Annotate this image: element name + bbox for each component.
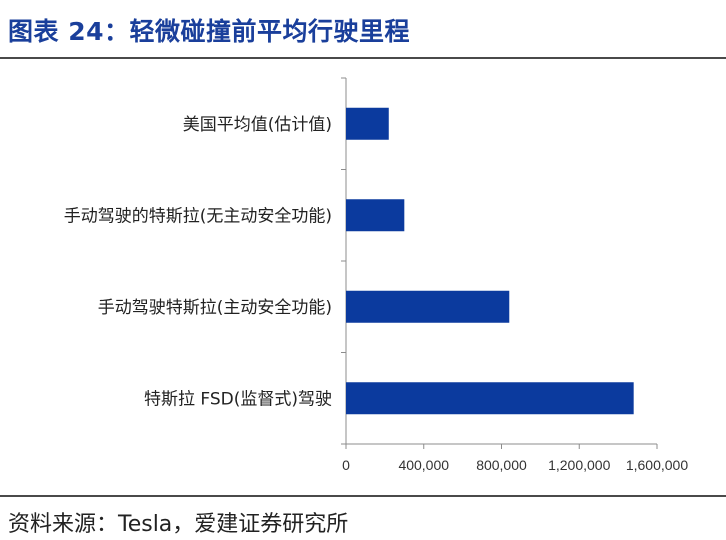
bar — [346, 290, 510, 323]
category-labels: 美国平均值(估计值) 手动驾驶的特斯拉(无主动安全功能) 手动驾驶特斯拉(主动安全功… — [64, 115, 332, 410]
bar — [346, 382, 634, 415]
category-label: 手动驾驶特斯拉(主动安全功能) — [98, 298, 332, 318]
x-tick-label: 800,000 — [476, 457, 527, 473]
x-tick-label: 400,000 — [398, 457, 449, 473]
bar — [346, 199, 405, 232]
category-label: 特斯拉 FSD(监督式)驾驶 — [144, 389, 332, 409]
x-tick-labels: 0 400,000 800,000 1,200,000 1,600,000 — [342, 457, 688, 473]
x-tick-label: 1,200,000 — [548, 457, 610, 473]
title-divider — [0, 57, 726, 59]
bar-chart: 美国平均值(估计值) 手动驾驶的特斯拉(无主动安全功能) 手动驾驶特斯拉(主动安全功… — [64, 77, 688, 473]
category-label: 手动驾驶的特斯拉(无主动安全功能) — [64, 206, 332, 226]
chart-bars — [346, 107, 634, 415]
x-tick-label: 1,600,000 — [626, 457, 688, 473]
category-label: 美国平均值(估计值) — [183, 115, 332, 135]
bar — [346, 107, 389, 140]
source-divider — [0, 495, 726, 497]
x-tick-label: 0 — [342, 457, 350, 473]
source-note: 资料来源：Tesla，爱建证券研究所 — [8, 512, 349, 537]
chart-title: 图表 24：轻微碰撞前平均行驶里程 — [8, 17, 410, 46]
